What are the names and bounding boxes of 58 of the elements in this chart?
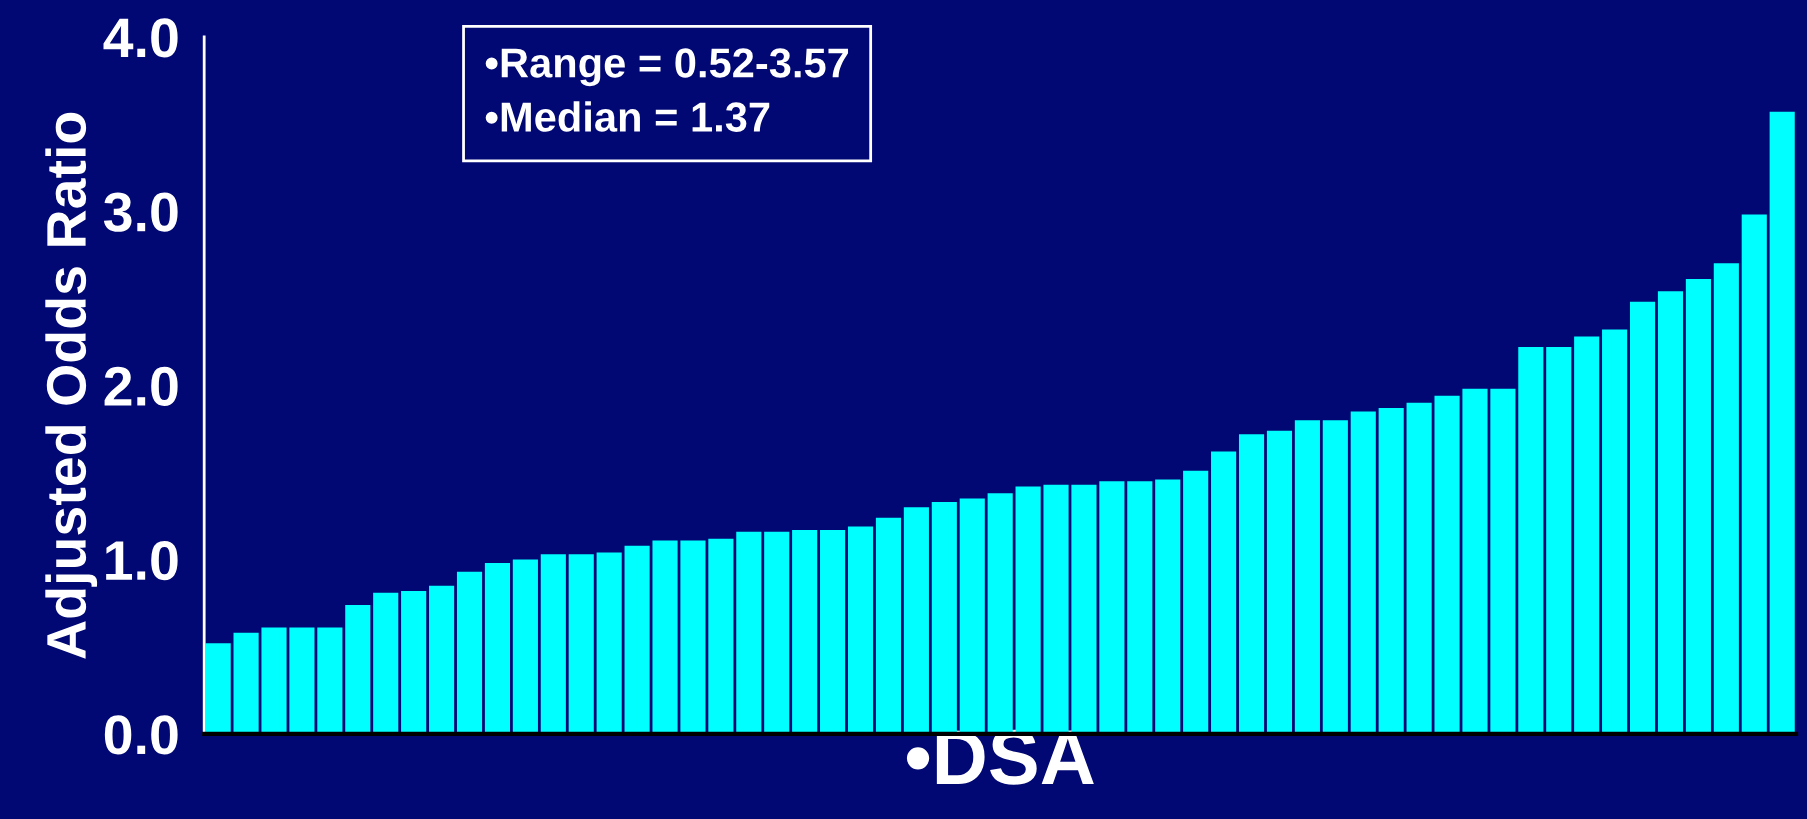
bar: [1741, 214, 1767, 734]
bar: [317, 627, 343, 734]
y-tick-label: 1.0: [106, 540, 178, 581]
bar: [1546, 347, 1572, 734]
bar: [1350, 411, 1376, 734]
bar: [1769, 111, 1795, 734]
bar: [764, 531, 790, 734]
bar: [1099, 481, 1125, 734]
y-tick-label: 4.0: [103, 18, 178, 58]
bar: [1490, 388, 1516, 734]
y-tick-label: 3.0: [103, 192, 178, 232]
bar: [1713, 263, 1739, 734]
bar: [205, 643, 231, 734]
bar: [1127, 481, 1153, 734]
bar: [1155, 479, 1181, 734]
bar: [1462, 388, 1488, 734]
bar: [1266, 430, 1293, 734]
bar: [373, 592, 399, 734]
bar: [289, 627, 315, 734]
bar: [1294, 420, 1320, 734]
bar: [736, 531, 762, 734]
bar: [512, 559, 538, 734]
y-axis-title: Adjusted Odds Ratio: [45, 112, 98, 659]
bar: [1211, 451, 1237, 734]
bar: [1322, 420, 1348, 734]
bar: [847, 526, 874, 734]
bar: [652, 540, 678, 734]
bar: [540, 554, 566, 734]
annotation: •Range = 0.52-3.57: [485, 48, 849, 87]
bar: [1406, 402, 1432, 734]
bar: [456, 571, 483, 734]
annotation: •Median = 1.37: [485, 101, 770, 132]
bar: [484, 563, 511, 734]
bar: [1518, 347, 1544, 734]
bar: [708, 538, 734, 734]
bar: [1629, 301, 1656, 734]
bar: [1434, 395, 1460, 734]
bar: [568, 554, 594, 734]
bar: [1378, 407, 1404, 734]
y-tick-label: 2.0: [104, 366, 178, 407]
bar: [345, 604, 371, 734]
bar: [875, 517, 902, 734]
bar: [1183, 470, 1209, 734]
bar: [820, 529, 846, 734]
bar: [596, 552, 622, 734]
bar: [680, 540, 706, 734]
bar: [1657, 291, 1684, 734]
bar: [1574, 336, 1600, 734]
bar: [401, 590, 427, 734]
bar: [1685, 279, 1711, 734]
y-tick-label: 0.0: [104, 715, 178, 755]
bar: [1238, 434, 1265, 734]
bar: [429, 585, 455, 734]
bar: [261, 627, 287, 734]
bar: [792, 529, 818, 734]
bar: [624, 545, 650, 734]
bar: [1602, 329, 1628, 734]
bar: [233, 632, 259, 734]
